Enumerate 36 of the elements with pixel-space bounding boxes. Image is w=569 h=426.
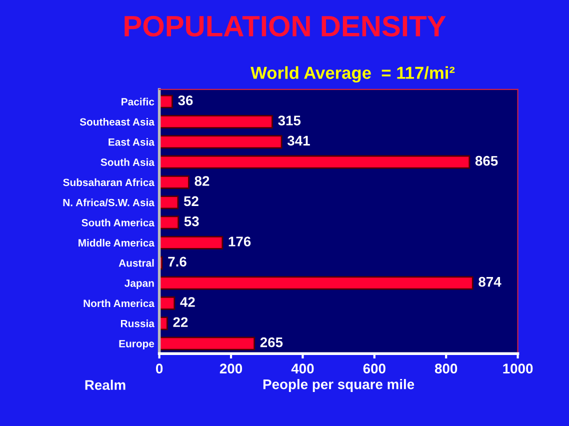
data-label: 874 [478, 276, 502, 287]
x-tick-label: 0 [156, 364, 163, 374]
data-label: 36 [178, 95, 193, 106]
data-label: 265 [260, 337, 283, 348]
y-tick-label: Japan [124, 280, 154, 289]
y-tick-label: Southeast Asia [80, 118, 155, 126]
data-label: 22 [173, 317, 188, 327]
data-label: 53 [184, 216, 199, 226]
y-tick-label: South Asia [100, 158, 155, 166]
x-tick-label: 400 [291, 364, 314, 374]
data-label: 82 [194, 176, 210, 186]
y-axis-title: Realm [85, 380, 126, 390]
y-tick-label: South America [82, 218, 155, 226]
x-tick-label: 600 [363, 364, 386, 374]
chart-subtitle: World Average = 117/mi² [250, 66, 455, 82]
chart-title: POPULATION DENSITY [124, 16, 446, 36]
x-tick-label: 800 [434, 364, 458, 374]
data-label: 7.6 [168, 256, 186, 267]
data-label: 865 [475, 156, 498, 166]
x-axis-title: People per square mile [263, 379, 414, 392]
y-tick-label: East Asia [108, 138, 155, 146]
data-label: 341 [287, 136, 310, 146]
y-tick-label: Europe [119, 340, 154, 350]
y-tick-label: Pacific [122, 98, 154, 106]
y-tick-label: N. Africa/S.W. Asia [63, 198, 155, 206]
data-label: 42 [180, 297, 195, 307]
y-tick-label: Subsaharan Africa [63, 178, 155, 186]
y-tick-label: Middle America [78, 238, 155, 247]
data-label: 176 [228, 236, 251, 246]
y-tick-label: Russia [121, 320, 155, 328]
y-tick-label: North America [84, 299, 155, 308]
data-label: 52 [184, 196, 198, 206]
data-label: 315 [278, 116, 301, 126]
y-tick-label: Austral [118, 259, 154, 267]
x-tick-label: 1000 [503, 364, 533, 374]
x-tick-label: 200 [220, 364, 242, 374]
